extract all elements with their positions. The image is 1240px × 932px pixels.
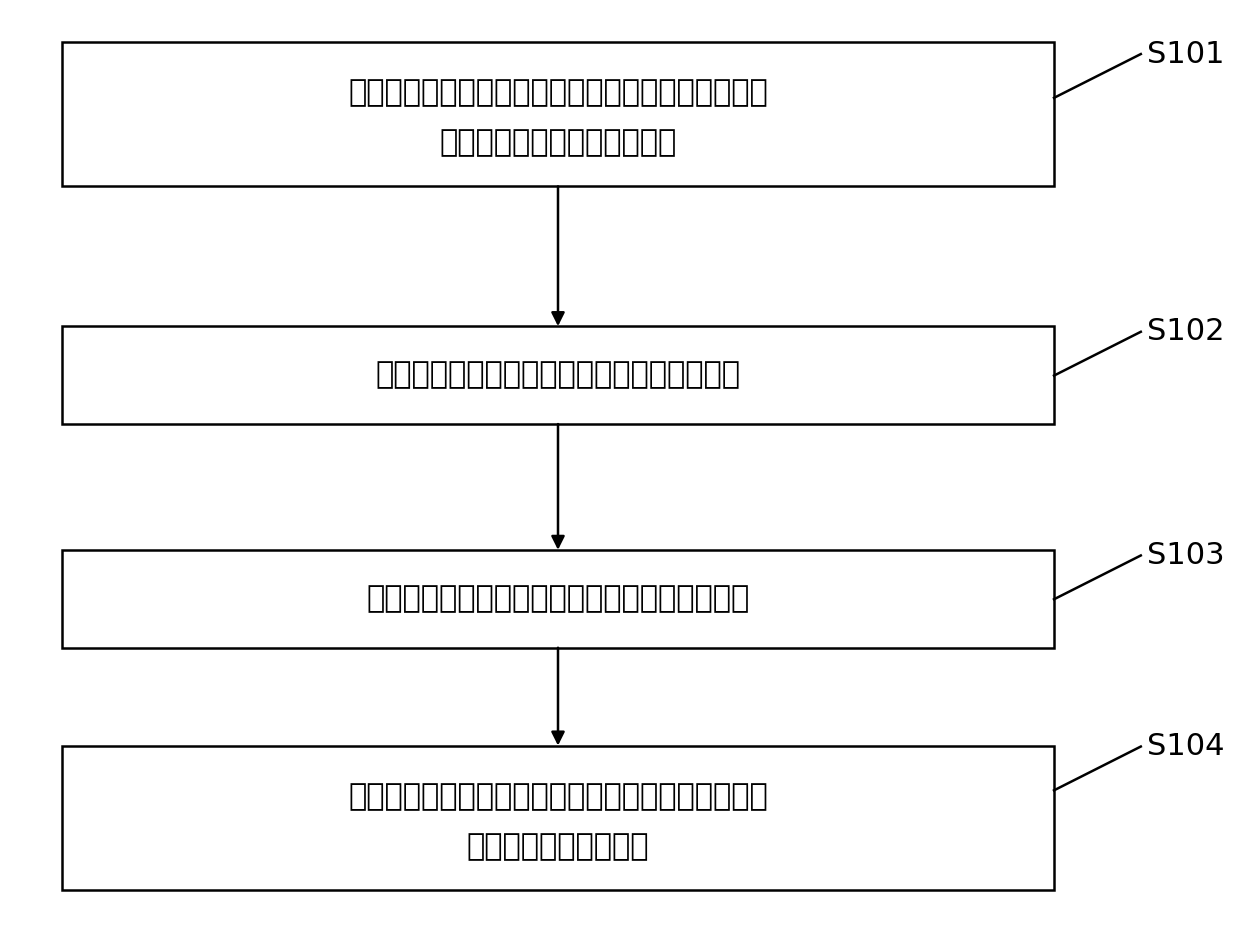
Bar: [62, 746, 1054, 890]
Text: 晶镍钴锰酸锂正极材料: 晶镍钴锰酸锂正极材料: [466, 832, 650, 861]
Text: S102: S102: [1147, 317, 1225, 347]
Text: 将所述混合溶液进行喷雾干燥，得到固体粉末: 将所述混合溶液进行喷雾干燥，得到固体粉末: [376, 361, 740, 390]
Text: 将锂源、镍源、钴源、锰源、掺杂元素源按照化学计: 将锂源、镍源、钴源、锰源、掺杂元素源按照化学计: [348, 78, 768, 107]
Text: 量比混合均匀，配成混合溶液: 量比混合均匀，配成混合溶液: [439, 129, 677, 158]
Bar: [62, 326, 1054, 424]
Text: 将所述固体粉末与助熔剂混合均匀，得到混合物: 将所述固体粉末与助熔剂混合均匀，得到混合物: [366, 584, 750, 613]
Bar: [62, 42, 1054, 186]
Text: S101: S101: [1147, 39, 1225, 69]
Text: S104: S104: [1147, 732, 1225, 761]
Bar: [62, 550, 1054, 648]
Text: S103: S103: [1147, 541, 1225, 570]
Text: 在空气或氧气气氛下，将所述混合物进行烧结得到单: 在空气或氧气气氛下，将所述混合物进行烧结得到单: [348, 782, 768, 811]
